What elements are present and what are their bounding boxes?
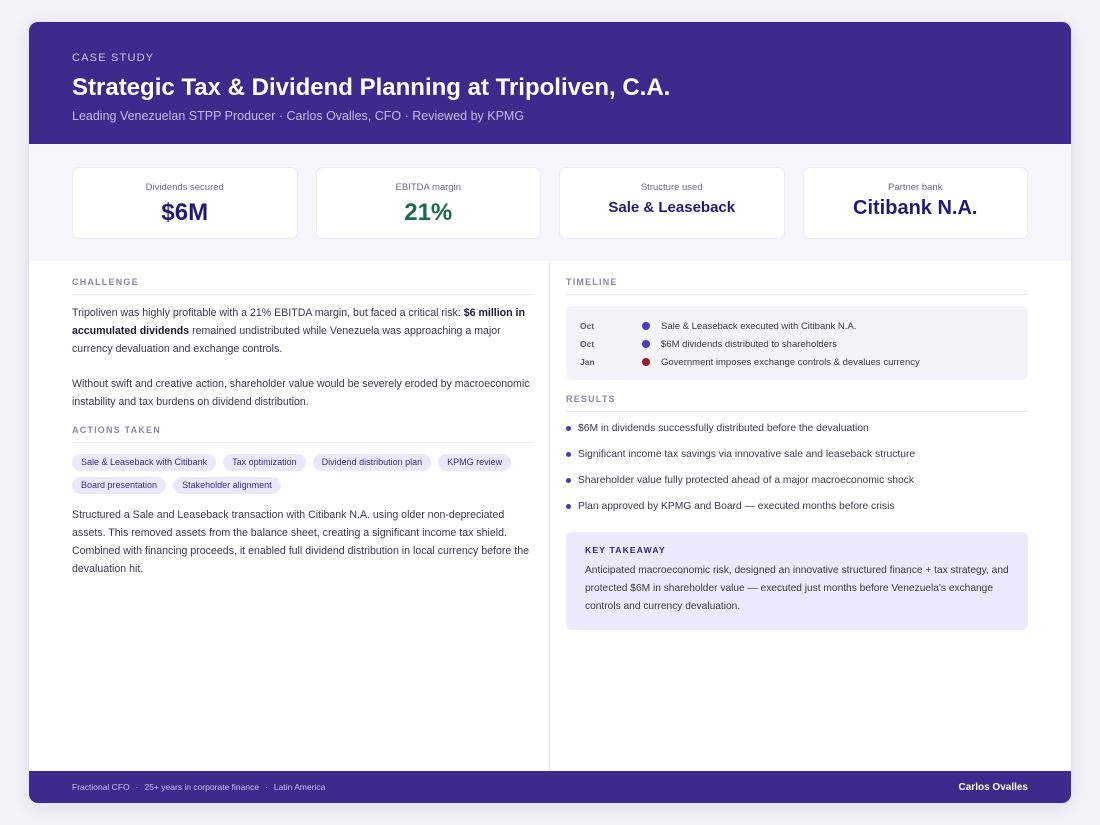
timeline-text: $6M dividends distributed to shareholder… <box>661 338 837 350</box>
footer-author: Carlos Ovalles <box>958 781 1028 793</box>
result-text: Shareholder value fully protected ahead … <box>578 475 914 486</box>
takeaway-text: Anticipated macroeconomic risk, designed… <box>585 565 1009 612</box>
challenge-text: remained undistributed while Venezuela w… <box>72 325 501 355</box>
list-item: Shareholder value fully protected ahead … <box>566 470 1028 496</box>
action-chip: KPMG review <box>438 454 512 471</box>
timeline-item: Oct Sale & Leaseback executed with Citib… <box>580 317 1014 335</box>
bullet-icon <box>566 426 571 431</box>
action-chip: Tax optimization <box>223 454 306 471</box>
stat-card-structure: Structure used Sale & Leaseback <box>559 167 785 239</box>
timeline-heading: TIMELINE <box>566 277 1028 295</box>
page-subtitle: Leading Venezuelan STPP Producer · Carlo… <box>72 109 525 123</box>
footer-experience: 25+ years in corporate finance <box>144 782 260 792</box>
eyebrow-label: CASE STUDY <box>72 52 155 64</box>
result-text: Significant income tax savings via innov… <box>578 449 916 460</box>
results-heading: RESULTS <box>566 394 1028 412</box>
left-column: CHALLENGE Tripoliven was highly profitab… <box>29 261 550 773</box>
list-item: Plan approved by KPMG and Board — execut… <box>566 496 1028 522</box>
timeline-dot-icon <box>642 358 650 366</box>
challenge-text: Tripoliven was highly profitable with a … <box>72 307 464 319</box>
list-item: Significant income tax savings via innov… <box>566 444 1028 470</box>
footer-tagline: Fractional CFO · 25+ years in corporate … <box>72 782 325 792</box>
timeline: Oct Sale & Leaseback executed with Citib… <box>566 306 1028 380</box>
bullet-icon <box>566 478 571 483</box>
stat-value: Citibank N.A. <box>853 197 978 219</box>
challenge-paragraph-2: Without swift and creative action, share… <box>72 378 530 408</box>
bullet-icon <box>566 452 571 457</box>
right-column: TIMELINE Oct Sale & Leaseback executed w… <box>550 261 1071 773</box>
key-takeaway: KEY TAKEAWAY Anticipated macroeconomic r… <box>566 532 1028 630</box>
action-chip: Sale & Leaseback with Citibank <box>72 454 217 471</box>
timeline-item: Oct $6M dividends distributed to shareho… <box>580 335 1014 353</box>
stats-row: Dividends secured $6M EBITDA margin 21% … <box>29 144 1071 261</box>
timeline-month: Jan <box>580 357 595 367</box>
timeline-item: Jan Government imposes exchange controls… <box>580 353 1014 371</box>
stat-value: $6M <box>161 199 209 226</box>
footer-separator: · <box>265 782 268 792</box>
footer-role: Fractional CFO <box>72 782 130 792</box>
stat-card-dividends: Dividends secured $6M <box>72 167 298 239</box>
action-chip: Dividend distribution plan <box>312 454 432 471</box>
timeline-text: Sale & Leaseback executed with Citibank … <box>661 320 857 332</box>
challenge-paragraph: Tripoliven was highly profitable with a … <box>72 304 534 358</box>
content-body: CHALLENGE Tripoliven was highly profitab… <box>29 261 1071 773</box>
timeline-month: Oct <box>580 339 595 349</box>
timeline-text: Government imposes exchange controls & d… <box>661 356 920 368</box>
stat-label: Dividends secured <box>145 182 224 193</box>
stat-value: Sale & Leaseback <box>608 199 736 216</box>
results-list: $6M in dividends successfully distribute… <box>566 418 1028 522</box>
timeline-month: Oct <box>580 321 595 331</box>
bullet-icon <box>566 504 571 509</box>
footer-separator: · <box>135 782 139 792</box>
actions-paragraph: Structured a Sale and Leaseback transact… <box>72 509 529 575</box>
timeline-dot-icon <box>642 322 650 330</box>
stat-label: Structure used <box>640 182 703 193</box>
challenge-highlight: $6 million in accumulated dividends <box>72 307 525 337</box>
stat-value: 21% <box>404 199 453 226</box>
actions-heading: ACTIONS TAKEN <box>72 425 534 443</box>
result-text: Plan approved by KPMG and Board — execut… <box>578 501 895 512</box>
result-text: $6M in dividends successfully distribute… <box>578 423 869 434</box>
stat-card-ebitda: EBITDA margin 21% <box>315 167 541 239</box>
stat-card-bank: Partner bank Citibank N.A. <box>802 167 1028 239</box>
challenge-heading: CHALLENGE <box>72 277 534 295</box>
takeaway-heading: KEY TAKEAWAY <box>585 545 666 555</box>
action-chip: Stakeholder alignment <box>173 477 281 494</box>
hero-header: CASE STUDY Strategic Tax & Dividend Plan… <box>29 22 1071 144</box>
action-chips: Sale & Leaseback with Citibank Tax optim… <box>72 454 534 494</box>
footer: Fractional CFO · 25+ years in corporate … <box>29 771 1071 803</box>
action-chip: Board presentation <box>72 477 167 494</box>
timeline-dot-icon <box>642 340 650 348</box>
stat-label: EBITDA margin <box>395 182 461 193</box>
stat-label: Partner bank <box>888 182 943 193</box>
footer-region: Latin America <box>273 782 326 792</box>
list-item: $6M in dividends successfully distribute… <box>566 418 1028 444</box>
case-study-card: CASE STUDY Strategic Tax & Dividend Plan… <box>28 21 1072 804</box>
page-title: Strategic Tax & Dividend Planning at Tri… <box>72 74 671 101</box>
